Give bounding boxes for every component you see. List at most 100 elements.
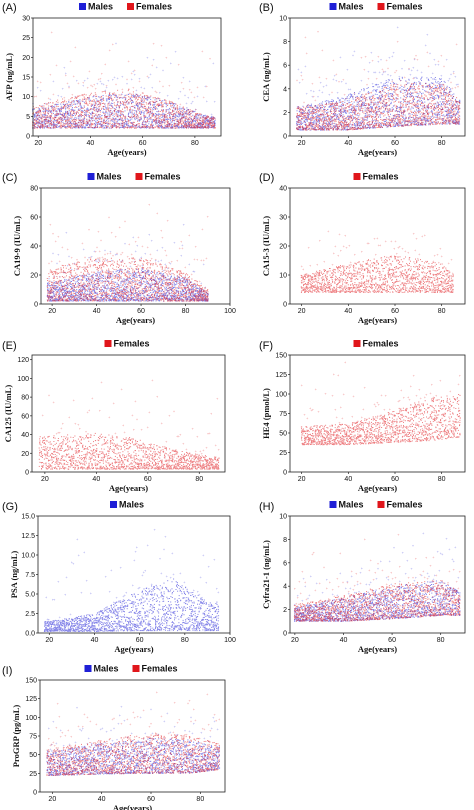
point: [143, 105, 145, 107]
point: [436, 115, 438, 116]
point: [204, 119, 206, 121]
point: [397, 113, 399, 115]
point: [349, 109, 351, 111]
point: [46, 110, 48, 112]
point: [110, 111, 112, 113]
point: [146, 118, 148, 120]
point: [96, 125, 98, 127]
point: [139, 125, 141, 127]
point: [373, 86, 375, 88]
point: [122, 126, 124, 128]
point: [131, 103, 132, 105]
point: [110, 98, 112, 99]
point: [77, 124, 79, 126]
point: [436, 82, 438, 84]
point: [408, 78, 410, 80]
point: [359, 121, 361, 123]
point: [134, 96, 136, 98]
point: [70, 109, 72, 111]
point: [162, 106, 164, 108]
point: +: [135, 88, 138, 93]
point: [159, 105, 161, 107]
point: [85, 111, 87, 113]
point: [302, 110, 304, 111]
point: [171, 106, 173, 108]
point: [433, 123, 435, 125]
point: [116, 104, 118, 106]
point: [416, 124, 418, 125]
point: +: [91, 83, 94, 88]
point: [411, 107, 413, 109]
point: [209, 119, 211, 121]
point: [38, 111, 40, 113]
point: [109, 114, 111, 116]
point: [130, 122, 131, 124]
point: [103, 121, 105, 123]
point: [153, 115, 155, 117]
point: [112, 113, 114, 114]
point: [57, 123, 59, 124]
point: [94, 107, 96, 108]
point: [206, 119, 208, 121]
point: [57, 103, 59, 105]
point: [163, 127, 165, 129]
legend-label-males: Males: [339, 2, 364, 12]
point: [109, 99, 110, 100]
point: [98, 123, 100, 125]
point: [415, 124, 417, 126]
point: [212, 124, 214, 126]
point: [110, 110, 112, 111]
point: [74, 112, 76, 114]
point: [189, 111, 191, 112]
point: [75, 122, 76, 124]
point: [60, 125, 62, 127]
point: [394, 118, 396, 120]
point: [182, 123, 184, 124]
point: [163, 119, 164, 121]
point: [132, 127, 134, 128]
point: [37, 122, 39, 124]
point: [179, 121, 181, 123]
point: [341, 104, 342, 106]
point: [380, 99, 382, 101]
point: [110, 97, 112, 99]
point: [139, 106, 141, 108]
point: [417, 105, 419, 107]
point: [85, 125, 87, 127]
point: [43, 125, 45, 127]
point: [353, 116, 355, 118]
point: [317, 110, 319, 112]
point: [439, 87, 440, 89]
point: [161, 119, 162, 121]
point: [91, 120, 93, 122]
point: [134, 95, 136, 97]
point: [426, 108, 428, 110]
point: [69, 120, 71, 122]
point: [190, 118, 192, 119]
point: [43, 126, 45, 128]
point: [386, 126, 388, 128]
point: [172, 127, 174, 128]
point: [56, 110, 58, 112]
point: [127, 114, 129, 116]
point: [98, 110, 100, 112]
point: [139, 112, 141, 114]
point: [101, 107, 103, 109]
point: [424, 121, 426, 123]
point: [127, 120, 129, 122]
point: +: [104, 61, 107, 66]
point: [159, 121, 161, 123]
point: [35, 121, 37, 123]
point: [179, 108, 181, 110]
point: [152, 104, 153, 106]
point: [45, 110, 46, 112]
point: [109, 122, 111, 124]
point: [200, 123, 202, 125]
point: [85, 127, 87, 129]
point: [141, 124, 143, 126]
point: [93, 101, 95, 103]
point: [159, 98, 161, 100]
point: [175, 107, 177, 109]
point: [155, 98, 157, 100]
point: [425, 86, 426, 88]
